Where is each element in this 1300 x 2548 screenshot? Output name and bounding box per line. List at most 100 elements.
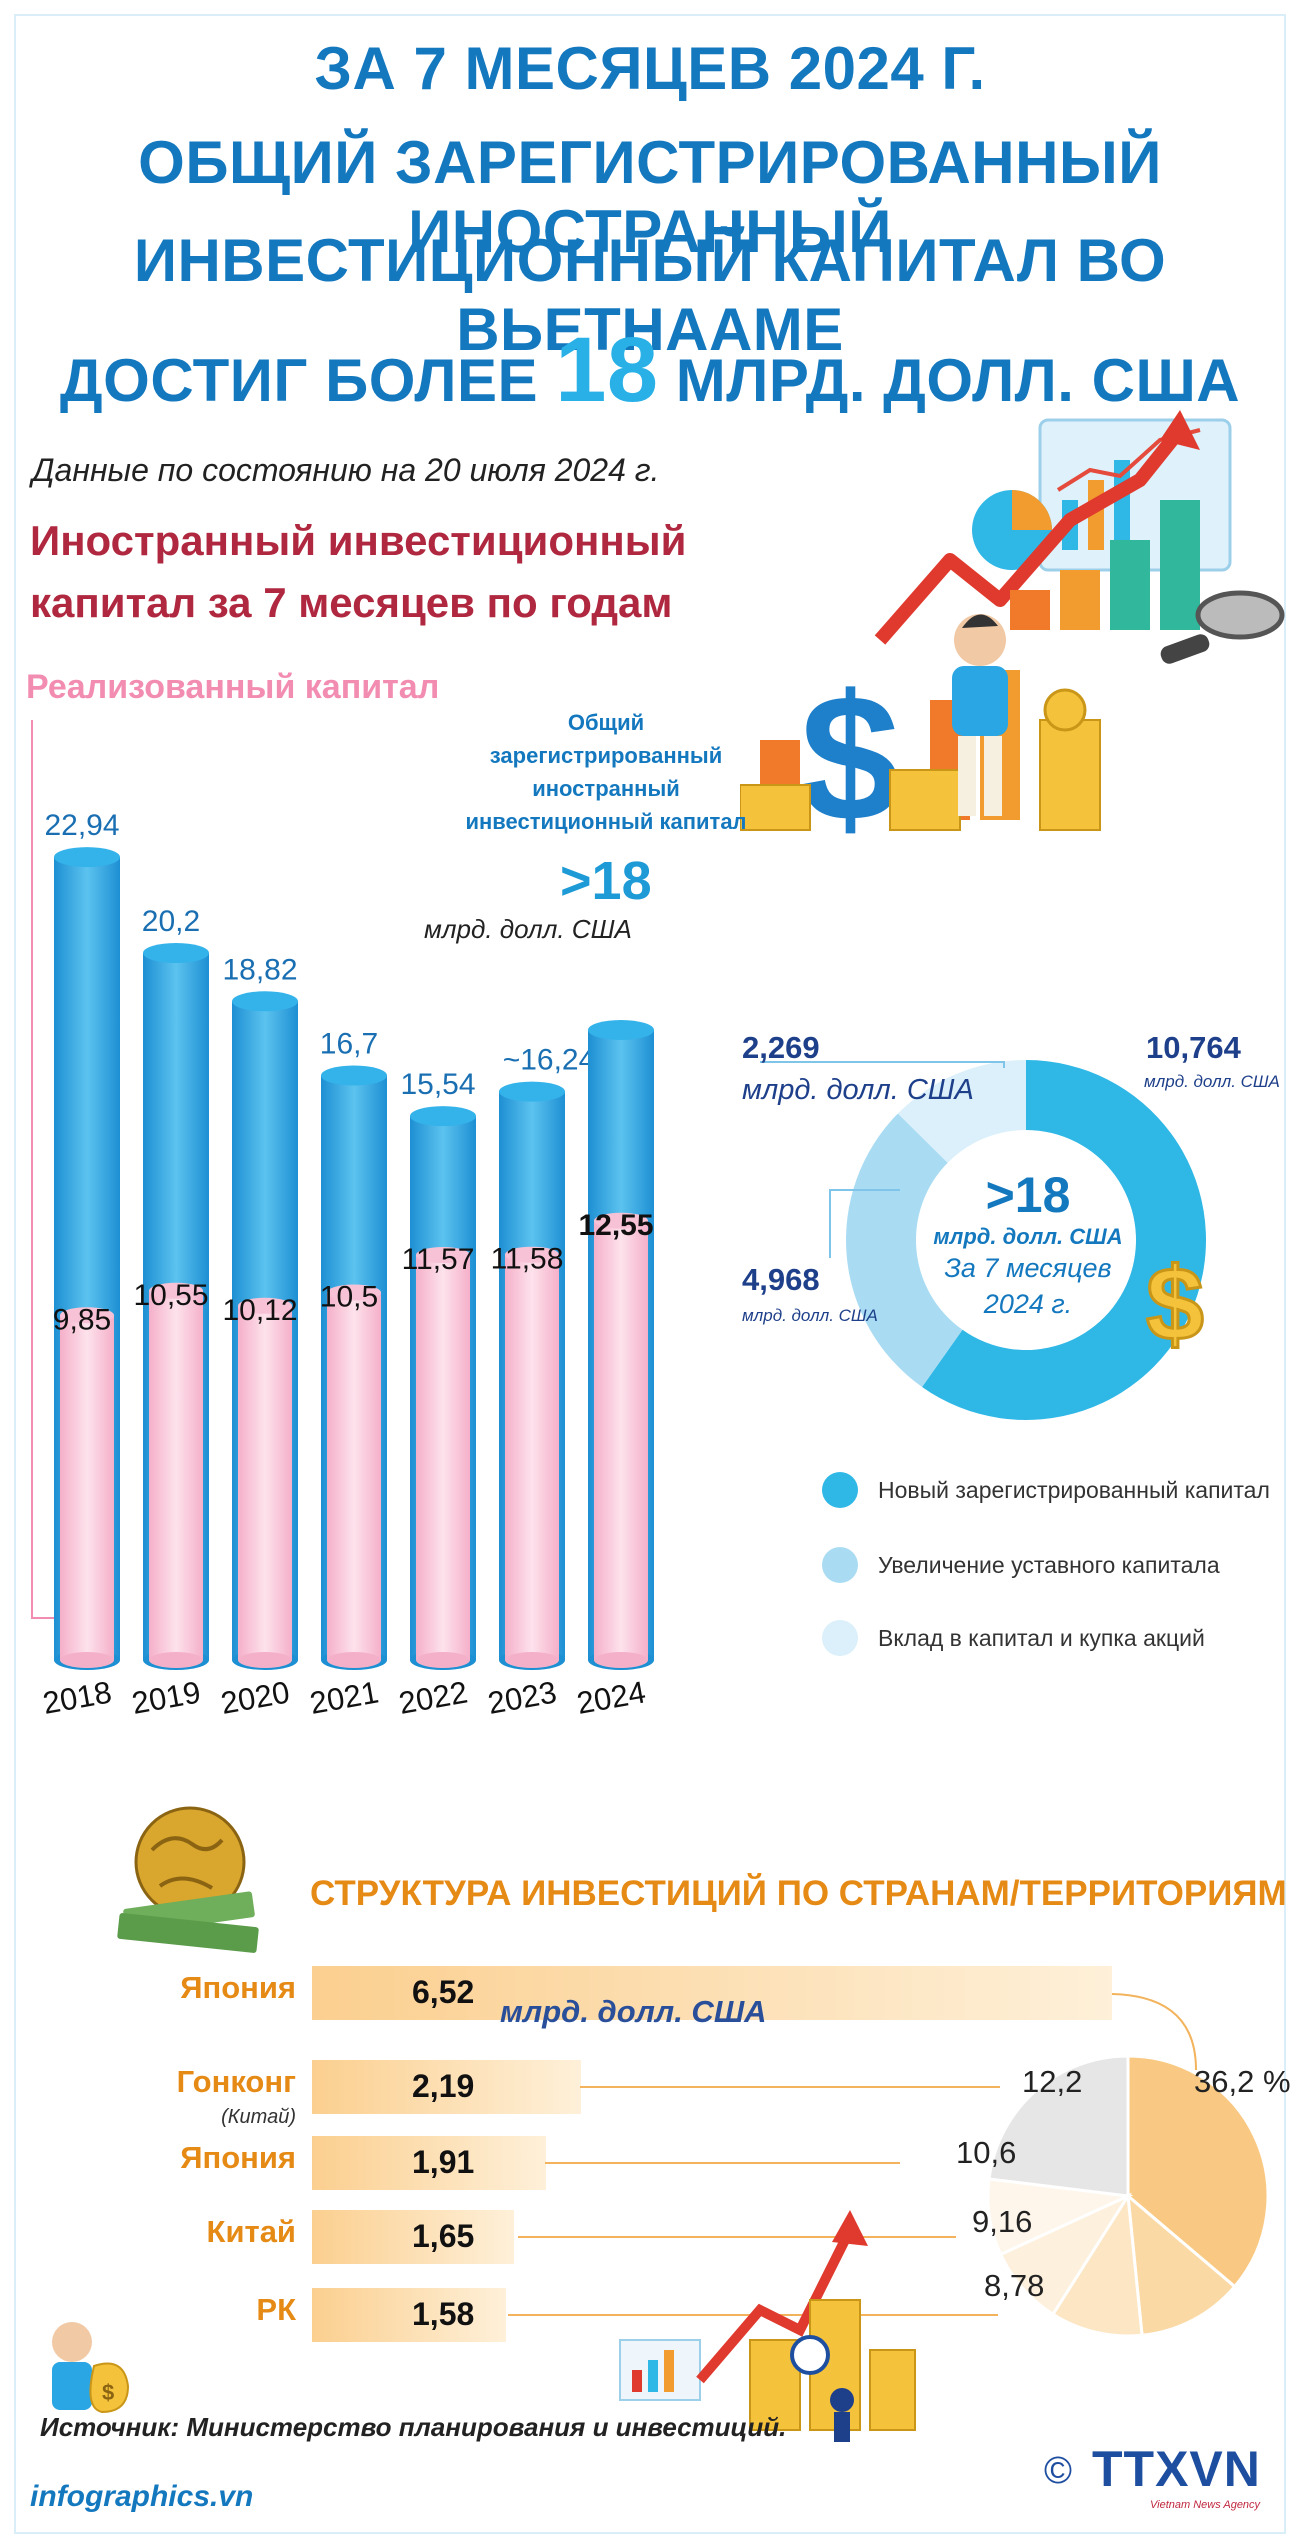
realized-bar-base [594, 1652, 648, 1668]
title-line-1: ЗА 7 МЕСЯЦЕВ 2024 Г. [314, 35, 986, 102]
registered-value-label: 22,94 [44, 809, 119, 842]
magnifier-icon [1160, 590, 1285, 664]
realized-bar-base [416, 1652, 470, 1668]
registered-bar-top [54, 847, 120, 868]
donut-center: >18 млрд. долл. США За 7 месяцев 2024 г. [918, 1166, 1138, 1322]
section-title: Иностранный инвестиционный капитал за 7 … [30, 510, 686, 634]
pie-slice-country [1050, 2191, 1144, 2338]
realized-bar-base [149, 1652, 203, 1668]
country-value: 6,52 [412, 1974, 475, 2010]
donut-value-new: 10,764 [1146, 1030, 1241, 1065]
source-note: Источник: Министерство планирования и ин… [40, 2412, 787, 2442]
date-note: Данные по состоянию на 20 июля 2024 г. [32, 452, 660, 488]
finance-analytics-illustration [619, 2210, 916, 2442]
country-name: РК [256, 2292, 296, 2327]
businessman-icon [952, 614, 1008, 816]
realized-bar-base [505, 1652, 559, 1668]
legend-stake-purchase: Вклад в капитал и купка акций [822, 1618, 1205, 1658]
globe-money-icon [117, 1806, 259, 1953]
title-number: 18 [555, 319, 659, 421]
title-line-4: ДОСТИГ БОЛЕЕ 18 МЛРД. ДОЛЛ. США [0, 318, 1300, 423]
realized-bar-top [149, 1282, 203, 1299]
countries-title: СТРУКТУРА ИНВЕСТИЦИЙ ПО СТРАНАМ/ТЕРРИТОР… [310, 1874, 1287, 1913]
country-value-unit: млрд. долл. США [500, 1994, 767, 2029]
pie-slice-country [998, 2192, 1132, 2317]
donut-value-stakes: 2,269 [742, 1030, 820, 1065]
pie-slice-others [987, 2054, 1130, 2198]
total-label-line-1: Общий [567, 710, 645, 735]
donut-value-increase: 4,968 [742, 1262, 820, 1297]
total-registered-value: >18 [560, 851, 652, 911]
realized-value-label: 9,85 [53, 1303, 111, 1336]
svg-text:$: $ [102, 2380, 114, 2405]
donut-center-value: >18 [985, 1167, 1071, 1223]
legend-swatch-increase [822, 1547, 858, 1583]
country-bar [312, 2136, 546, 2190]
registered-value-label: 16,7 [320, 1028, 378, 1061]
realized-value-label: 10,5 [320, 1281, 378, 1314]
registered-bar-top [499, 1081, 565, 1102]
pie-chart-icon [972, 490, 1052, 570]
country-name: Япония [180, 2140, 296, 2175]
svg-text:$: $ [1146, 1247, 1204, 1354]
donut-leader-increase [829, 1189, 900, 1258]
yearly-capital-chart: 22,949,85201820,210,55201918,8210,122020… [31, 720, 654, 1721]
donut-center-period-1: За 7 месяцев [944, 1253, 1112, 1283]
pie-share-label: 12,2 [1022, 2064, 1082, 2099]
title-line-3: ИНВЕСТИЦИОННЫЙ КАПИТАЛ ВО ВЬЕТНААМЕ [133, 227, 1167, 363]
donut-center-period-2: 2024 г. [983, 1289, 1073, 1319]
svg-text:$: $ [800, 658, 900, 850]
total-label-line-3: иностранный [532, 776, 680, 801]
country-subname: (Китай) [221, 2106, 296, 2128]
realized-value-label: 12,55 [578, 1209, 653, 1242]
registered-value-label: 15,54 [400, 1068, 475, 1101]
dollar-sign-icon: $ [800, 658, 900, 850]
brand-logo: TTXVN [1092, 2441, 1261, 2497]
donut-center-unit: млрд. долл. США [933, 1224, 1123, 1249]
growth-arrow-icon [874, 425, 1186, 645]
country-value: 1,91 [412, 2144, 475, 2180]
total-registered-unit: млрд. долл. США [424, 914, 632, 944]
realized-bar-top [416, 1247, 470, 1264]
registered-bar-top [410, 1106, 476, 1127]
realized-bar [594, 1220, 648, 1660]
realized-value-label: 10,55 [133, 1279, 208, 1312]
realized-bar [416, 1255, 470, 1660]
donut-unit-stakes: млрд. долл. США [742, 1074, 974, 1106]
pie-share-label: 36,2 % [1194, 2064, 1291, 2099]
pie-share-label: 9,16 [972, 2204, 1032, 2239]
section-title-line-1: Иностранный инвестиционный [30, 517, 687, 564]
realized-bar [238, 1305, 292, 1660]
brand-subtitle: Vietnam News Agency [1150, 2499, 1261, 2511]
money-bag-person-icon: $ [52, 2322, 130, 2414]
site-link[interactable]: infographics.vn [30, 2480, 254, 2513]
realized-bar-top [238, 1297, 292, 1314]
registered-bar-top [143, 943, 209, 963]
donut-leader-stakes [760, 1061, 1005, 1068]
legend-swatch-stakes [822, 1620, 858, 1656]
realized-value-label: 10,12 [222, 1294, 297, 1327]
country-value: 1,65 [412, 2218, 475, 2254]
country-name: Япония [180, 1970, 296, 2005]
realized-bar-base [238, 1652, 292, 1668]
legend-label-stakes: Вклад в капитал и купка акций [878, 1624, 1205, 1651]
coin-stacks-icon [740, 688, 1101, 831]
realized-value-label: 11,58 [491, 1243, 564, 1276]
growth-chart-illustration: $ [740, 410, 1285, 850]
registered-value-label: 18,82 [222, 953, 297, 986]
blocks-icon [1010, 500, 1200, 630]
total-label-line-4: инвестиционный капитал [465, 809, 747, 834]
country-bar [312, 1966, 1112, 2020]
registered-bar-top [232, 991, 298, 1012]
country-value: 1,58 [412, 2296, 475, 2332]
legend-label-new: Новый зарегистрированный капитал [878, 1476, 1270, 1503]
copyright-symbol: © [1044, 2450, 1072, 2492]
country-name: Китай [206, 2214, 296, 2249]
country-name: Гонконг [176, 2064, 296, 2099]
total-label-line-2: зарегистрированный [489, 743, 723, 768]
donut-unit-new: млрд. долл. США [1144, 1072, 1280, 1091]
registered-value-label: 20,2 [142, 905, 200, 938]
country-value: 2,19 [412, 2068, 475, 2104]
legend-swatch-new [822, 1472, 858, 1508]
pie-share-label: 8,78 [984, 2268, 1044, 2303]
